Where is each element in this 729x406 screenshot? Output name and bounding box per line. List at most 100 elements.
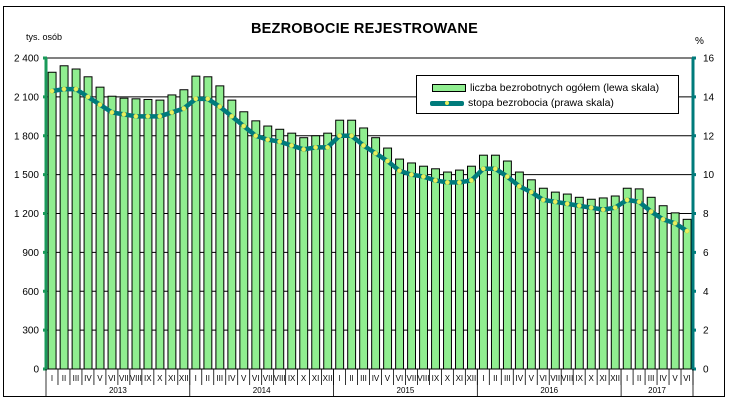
month-label: XI	[168, 374, 176, 383]
line-marker	[432, 178, 438, 183]
line-marker	[85, 94, 91, 100]
line-marker	[145, 113, 151, 119]
month-label: III	[360, 374, 367, 383]
bar	[203, 76, 213, 370]
line-marker	[193, 96, 199, 102]
line-marker	[253, 133, 259, 139]
bar	[119, 97, 129, 370]
month-label: I	[195, 374, 197, 383]
line-marker	[205, 96, 211, 102]
month-label: VI	[539, 374, 547, 383]
right-y-axis: 0 2 4 6 8 10 12 14 16	[691, 54, 715, 376]
month-label: VII	[263, 374, 273, 383]
bar	[682, 218, 692, 370]
left-y-axis: 0 300 600 900 1 200 1 500 1 800 2 100 2 400	[14, 54, 48, 376]
month-label: XI	[456, 374, 464, 383]
month-label: X	[301, 374, 307, 383]
month-label: IX	[144, 374, 152, 383]
month-label: V	[529, 374, 535, 383]
month-label: II	[493, 374, 497, 383]
bar	[431, 168, 440, 370]
bar	[646, 196, 656, 370]
line-marker	[169, 109, 175, 115]
month-label: XI	[312, 374, 320, 383]
chart-frame	[3, 6, 725, 397]
line-marker	[660, 216, 666, 222]
month-label: IX	[288, 374, 296, 383]
bar	[550, 191, 560, 370]
month-label: XII	[466, 374, 476, 383]
year-label: 2015	[397, 386, 415, 395]
bar	[371, 137, 381, 370]
right-axis-tick-label: 0	[703, 365, 709, 376]
right-axis-tick-label: 16	[703, 54, 715, 65]
line-marker	[576, 203, 582, 209]
bar	[467, 165, 476, 370]
month-label: X	[157, 374, 163, 383]
legend-bar-swatch-icon	[432, 84, 466, 92]
month-label: II	[637, 374, 641, 383]
legend-line-swatch-icon	[430, 100, 464, 106]
month-label: VI	[252, 374, 260, 383]
bar	[107, 95, 117, 370]
x-axis: I II III IV V VI VII VIII IX X XI XII I II III IV V VI VII…	[45, 369, 694, 397]
line-marker	[672, 220, 678, 226]
line-marker	[325, 144, 331, 150]
year-label: 2016	[540, 386, 558, 395]
right-axis-tick-label: 4	[703, 287, 709, 298]
month-label: VII	[119, 374, 129, 383]
month-label: XII	[610, 374, 620, 383]
bar	[658, 205, 668, 370]
bar	[227, 99, 237, 370]
bar	[215, 85, 225, 370]
bar	[598, 197, 608, 370]
bar	[191, 75, 201, 370]
month-label: V	[97, 374, 103, 383]
right-axis-tick-label: 14	[703, 92, 715, 103]
month-label: IX	[575, 374, 583, 383]
line-series-unemployment-rate	[49, 86, 690, 234]
line-marker	[277, 139, 283, 145]
bar	[299, 137, 309, 370]
year-label: 2017	[648, 386, 666, 395]
month-label: I	[482, 374, 484, 383]
line-marker	[408, 172, 414, 178]
month-label: VIII	[561, 374, 573, 383]
month-label: VI	[683, 374, 691, 383]
bar	[407, 162, 417, 370]
right-axis-unit-label: %	[695, 36, 704, 47]
line-marker	[109, 109, 115, 115]
line-marker	[97, 102, 103, 108]
line-marker	[684, 228, 690, 234]
line-marker	[385, 158, 390, 164]
month-label: VIII	[130, 374, 142, 383]
legend-item-bars: liczba bezrobotnych ogółem (lewa skala)	[417, 81, 659, 95]
month-label: VI	[396, 374, 404, 383]
line-marker	[49, 88, 55, 94]
bar	[574, 196, 584, 370]
bar	[179, 89, 189, 370]
legend-label-line: stopa bezrobocia (prawa skala)	[468, 97, 614, 109]
line-marker	[552, 199, 558, 205]
line-marker	[504, 174, 510, 180]
bar	[251, 120, 261, 370]
line-marker	[313, 144, 319, 150]
left-axis-tick-label: 2 400	[14, 54, 39, 65]
bar	[311, 135, 321, 370]
line-marker	[624, 197, 630, 203]
month-label: I	[338, 374, 340, 383]
bar	[514, 171, 524, 370]
line-marker	[217, 104, 223, 110]
bar	[155, 99, 165, 370]
month-label: III	[216, 374, 223, 383]
line-marker	[444, 179, 450, 185]
left-axis-tick-label: 2 100	[14, 92, 39, 103]
bar	[347, 119, 357, 370]
line-marker	[157, 113, 163, 119]
chart-legend: liczba bezrobotnych ogółem (lewa skala) …	[416, 75, 679, 114]
bar	[395, 158, 405, 370]
month-label: V	[385, 374, 391, 383]
line-marker	[133, 113, 139, 119]
month-label: XII	[323, 374, 333, 383]
month-label: IX	[432, 374, 440, 383]
